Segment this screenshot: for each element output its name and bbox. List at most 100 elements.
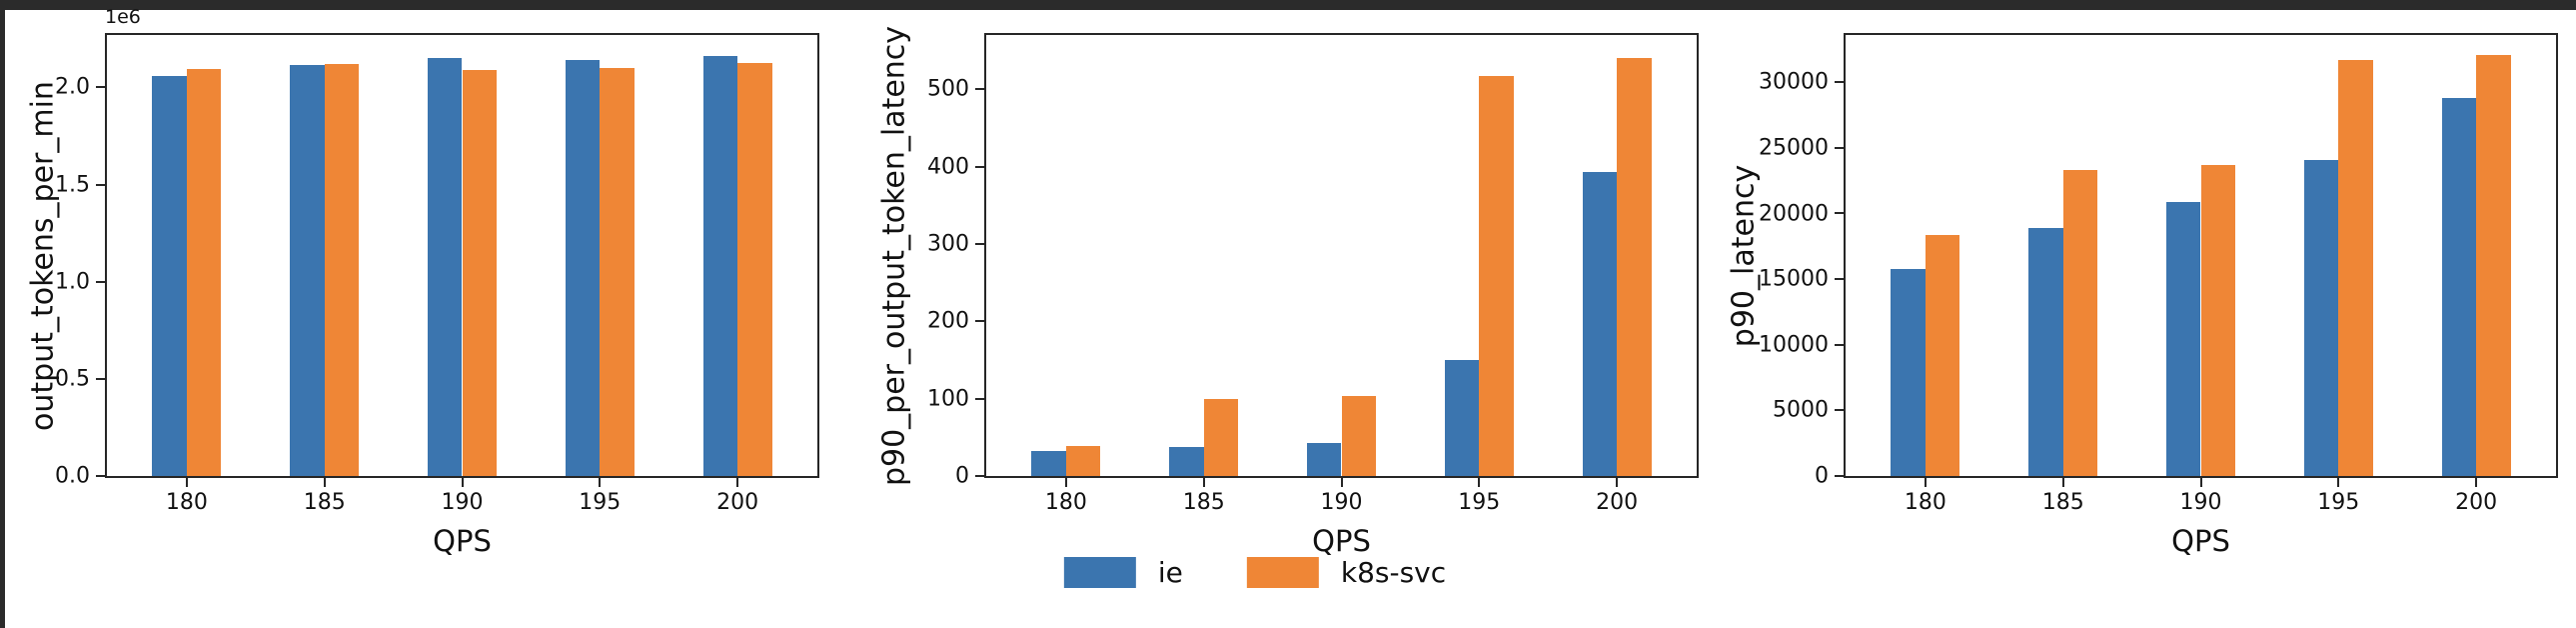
y-tick-label: 0.5 (55, 366, 90, 392)
x-tick-label: 200 (2455, 490, 2498, 515)
x-tick-label: 185 (1182, 490, 1225, 515)
bar-ie-qps-195 (2303, 159, 2339, 476)
x-tick-label: 190 (441, 490, 484, 515)
x-tick-mark (2061, 476, 2064, 487)
legend-label-k8s-svc: k8s-svc (1340, 556, 1447, 589)
bar-k8s-svc-qps-195 (600, 68, 635, 476)
x-tick-label: 200 (1596, 490, 1639, 515)
chart-p90-per-output-token-latency: p90_per_output_token_latency 0 100 200 300 4… (877, 25, 1699, 558)
x-tick-label: 180 (1904, 490, 1946, 515)
x-tick-mark (1202, 476, 1205, 487)
x-tick-mark (1924, 476, 1927, 487)
y-tick-mark (96, 86, 107, 89)
y-tick-label: 400 (927, 154, 969, 180)
bar-ie-qps-200 (702, 56, 738, 476)
bar-k8s-svc-qps-190 (462, 69, 497, 476)
legend-swatch-k8s-svc (1246, 557, 1319, 588)
y-tick-mark (96, 475, 107, 477)
x-tick-label: 195 (2317, 490, 2360, 515)
plot-area: 0 100 200 300 400 500 180 185 190 195 200 (927, 33, 1699, 515)
x-tick-label: 180 (1044, 490, 1087, 515)
bar-k8s-svc-qps-200 (737, 63, 772, 476)
bar-ie-qps-185 (290, 65, 325, 476)
y-tick-mark (1835, 212, 1846, 215)
x-tick-mark (736, 476, 739, 487)
legend: ie k8s-svc (1063, 556, 1447, 589)
x-axis-label: QPS (2171, 524, 2230, 558)
bar-k8s-svc-qps-200 (1617, 58, 1652, 476)
y-tick-mark (975, 320, 986, 323)
y-tick-label: 10000 (1759, 332, 1829, 358)
y-axis-label: p90_latency (1726, 164, 1762, 347)
y-tick-mark (975, 88, 986, 91)
axis-offset-text: 1e6 (105, 6, 141, 28)
x-tick-mark (461, 476, 464, 487)
bar-ie-qps-185 (2028, 227, 2063, 476)
x-tick-mark (599, 476, 602, 487)
chart-p90-latency: p90_latency 0 5000 10000 15000 20000 25000 300… (1727, 33, 2558, 558)
x-tick-label: 195 (579, 490, 622, 515)
x-tick-label: 190 (1320, 490, 1363, 515)
bar-ie-qps-185 (1169, 446, 1204, 476)
legend-swatch-ie (1063, 557, 1136, 588)
window-background-top (0, 0, 2576, 10)
x-axis-label: QPS (433, 524, 492, 558)
y-tick-mark (1835, 81, 1846, 84)
x-tick-mark (1616, 476, 1619, 487)
y-tick-label: 2.0 (55, 74, 90, 100)
y-tick-mark (1835, 475, 1846, 477)
x-tick-mark (1064, 476, 1067, 487)
bar-k8s-svc-qps-200 (2476, 54, 2511, 476)
y-axis-label: p90_per_output_token_latency (876, 25, 912, 486)
plot-area: 0.0 0.5 1.0 1.5 2.0 180 185 190 195 200 (55, 33, 819, 515)
plot-area: 0 5000 10000 15000 20000 25000 30000 180 185 190 1… (1759, 33, 2558, 515)
y-tick-label: 1.5 (55, 172, 90, 198)
x-tick-mark (2199, 476, 2202, 487)
bar-k8s-svc-qps-180 (186, 69, 222, 476)
y-tick-label: 500 (927, 76, 969, 102)
y-tick-mark (1835, 146, 1846, 149)
legend-label-ie: ie (1157, 556, 1183, 589)
bar-k8s-svc-qps-195 (1479, 76, 1514, 476)
y-tick-mark (975, 475, 986, 477)
bar-ie-qps-190 (428, 58, 463, 476)
y-tick-mark (1835, 278, 1846, 281)
y-tick-label: 0 (1815, 463, 1829, 489)
bar-ie-qps-195 (565, 60, 601, 476)
bar-ie-qps-190 (2166, 201, 2201, 476)
bar-k8s-svc-qps-180 (1925, 234, 1960, 476)
y-tick-label: 200 (927, 308, 969, 334)
x-tick-label: 190 (2179, 490, 2222, 515)
x-axis-label: QPS (1312, 524, 1371, 558)
y-tick-label: 15000 (1759, 266, 1829, 292)
bar-k8s-svc-qps-185 (324, 64, 360, 476)
bar-k8s-svc-qps-185 (1203, 398, 1239, 476)
x-tick-label: 185 (2041, 490, 2084, 515)
y-tick-label: 100 (927, 386, 969, 412)
y-tick-mark (1835, 343, 1846, 346)
y-tick-label: 30000 (1759, 69, 1829, 95)
y-tick-mark (96, 280, 107, 283)
y-tick-mark (975, 242, 986, 245)
x-tick-mark (2337, 476, 2340, 487)
y-tick-mark (96, 377, 107, 380)
x-tick-mark (2475, 476, 2478, 487)
x-tick-mark (1340, 476, 1343, 487)
y-tick-label: 5000 (1773, 397, 1829, 423)
y-tick-mark (975, 165, 986, 168)
window-background-left (0, 0, 5, 628)
legend-item-ie: ie (1063, 556, 1183, 589)
bar-ie-qps-200 (2441, 98, 2477, 476)
bar-k8s-svc-qps-195 (2338, 59, 2373, 476)
x-tick-label: 180 (165, 490, 208, 515)
x-tick-mark (323, 476, 326, 487)
bar-ie-qps-180 (1031, 451, 1066, 476)
x-tick-label: 185 (303, 490, 346, 515)
y-tick-mark (1835, 409, 1846, 412)
bar-ie-qps-180 (1891, 268, 1926, 476)
bar-ie-qps-200 (1582, 171, 1618, 476)
bar-ie-qps-195 (1444, 359, 1480, 476)
bar-k8s-svc-qps-190 (2200, 164, 2235, 476)
y-tick-label: 0 (955, 463, 969, 489)
x-tick-label: 195 (1458, 490, 1501, 515)
